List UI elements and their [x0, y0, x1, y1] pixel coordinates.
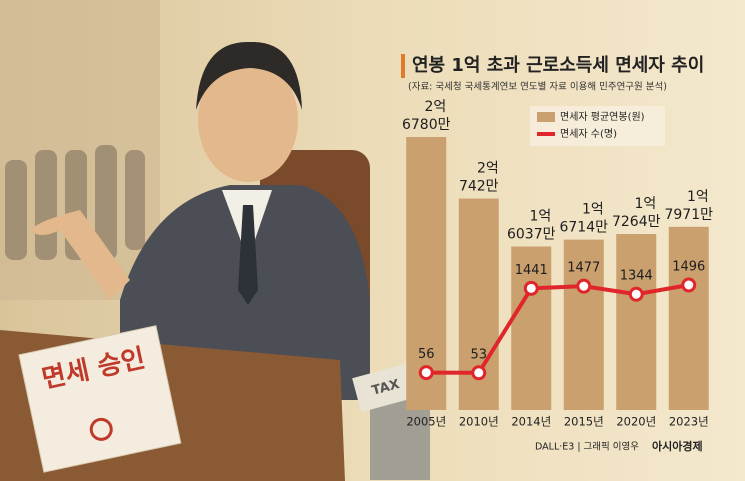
bar-value-label: 2억 6780만: [402, 99, 451, 133]
line-point: [628, 286, 644, 302]
line: [426, 283, 690, 375]
bar: [616, 234, 657, 410]
x-tick-label: 2015년: [564, 415, 604, 429]
line-point: [418, 365, 434, 381]
line-value-label: 1477: [567, 261, 600, 276]
bar: [406, 137, 447, 410]
line-value-label: 1344: [620, 269, 653, 284]
credit: DALL·E3 | 그래픽 이영우: [535, 442, 639, 453]
chart-subtitle: (자료: 국세청 국세통계연보 연도별 자료 이용해 민주연구원 분석): [408, 81, 667, 93]
bar-value-label: 1억 7264만: [612, 196, 661, 230]
chart-title: 연봉 1억 초과 근로소득세 면세자 추이: [412, 55, 704, 76]
line-point: [471, 365, 487, 381]
line-point: [576, 278, 592, 294]
line-point: [681, 277, 697, 293]
illustration: 면세 승인 TAX: [0, 0, 430, 481]
line-value-label: 53: [470, 347, 487, 362]
legend-swatch: [537, 112, 555, 122]
legend-label: 면세자 수(명): [560, 128, 617, 140]
title-accent: [401, 54, 405, 78]
x-tick-label: 2023년: [669, 415, 709, 429]
brand: 아시아경제: [652, 439, 703, 453]
x-tick-label: 2005년: [406, 415, 446, 429]
legend-label: 면세자 평균연봉(원): [560, 111, 645, 123]
line-value-label: 1441: [515, 263, 548, 278]
bar-value-label: 1억 6037만: [507, 209, 556, 243]
bar-value-label: 1억 6714만: [559, 202, 608, 236]
line-point: [523, 280, 539, 296]
line-value-label: 1496: [672, 260, 705, 275]
legend: 면세자 평균연봉(원) 면세자 수(명): [530, 106, 665, 146]
bar: [511, 246, 552, 410]
bar: [563, 239, 604, 410]
bar-value-label: 2억 742만: [459, 161, 499, 195]
bar-value-label: 1억 7971만: [664, 189, 713, 223]
x-tick-label: 2014년: [511, 415, 551, 429]
paper-text: TAX: [370, 377, 401, 399]
bar: [668, 226, 709, 410]
line-value-label: 56: [418, 347, 435, 362]
x-tick-label: 2010년: [459, 415, 499, 429]
x-tick-label: 2020년: [616, 415, 656, 429]
